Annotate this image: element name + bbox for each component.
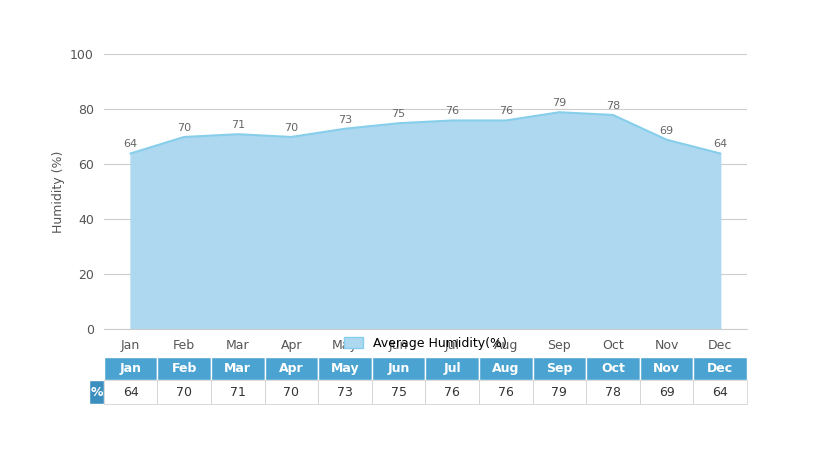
Text: 76: 76 [499, 106, 513, 116]
Text: 73: 73 [338, 114, 352, 124]
Y-axis label: Humidity (%): Humidity (%) [51, 151, 65, 233]
Text: 76: 76 [445, 106, 459, 116]
Legend: Average Humidity(%): Average Humidity(%) [339, 332, 511, 355]
Text: 71: 71 [231, 120, 245, 130]
Text: 70: 70 [177, 123, 191, 133]
Text: 70: 70 [285, 123, 299, 133]
Text: 78: 78 [606, 101, 620, 111]
Text: 75: 75 [392, 109, 406, 119]
Text: 79: 79 [552, 98, 567, 108]
Text: 69: 69 [660, 126, 674, 136]
Text: 64: 64 [713, 139, 727, 149]
Text: 64: 64 [124, 139, 138, 149]
